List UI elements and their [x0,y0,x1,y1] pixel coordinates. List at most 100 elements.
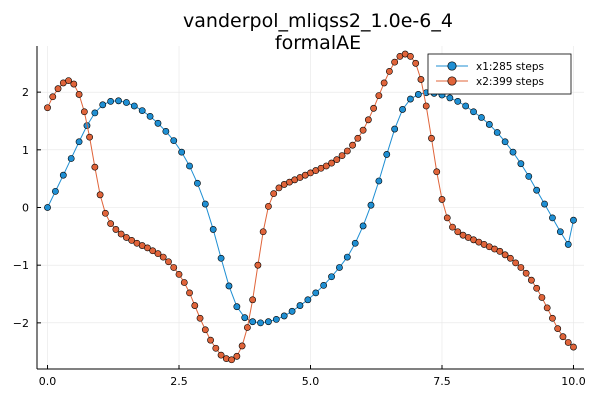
data-point [541,200,548,208]
data-point [556,228,564,236]
data-point [217,254,225,262]
data-point [322,162,330,170]
legend-marker-1 [447,61,457,71]
legend-box [427,53,572,95]
data-point [383,151,391,158]
x-tick-label: 0.0 [39,375,57,388]
data-point [112,226,120,233]
data-point [333,156,341,164]
data-point [170,137,178,144]
data-point [238,342,246,350]
legend: x1:285 steps x2:399 steps [427,53,572,95]
data-point [312,289,320,297]
data-point [201,326,209,334]
data-point [320,281,328,289]
data-point [44,104,51,112]
data-point [517,160,525,168]
data-point [175,271,183,278]
data-point [391,58,399,66]
data-point [454,97,462,105]
data-point [228,356,236,364]
data-point [509,148,517,156]
data-point [272,315,280,323]
legend-marker-2 [447,76,457,86]
series-1 [44,89,577,327]
data-point [233,352,241,360]
data-point [554,325,562,333]
data-point [336,264,343,271]
data-point [123,234,130,241]
data-point [91,109,99,117]
data-point [364,116,372,124]
data-point [570,216,577,224]
data-point [564,339,572,346]
data-point [501,251,509,259]
data-point [538,294,546,301]
data-point [201,200,209,208]
x-tick-label: 7.5 [433,375,451,388]
grid [37,46,584,369]
data-point [162,127,170,135]
data-point [422,102,430,110]
data-point [170,264,178,271]
data-point [493,129,501,136]
data-point [462,102,470,110]
data-point [359,222,367,230]
data-point [443,214,451,222]
data-point [275,184,283,192]
data-point [375,92,383,100]
data-point [194,179,201,187]
data-point [351,239,359,247]
data-point [186,289,193,297]
y-tick-label: −1 [13,259,29,272]
data-point [296,302,304,309]
data-point [417,76,425,83]
data-point [196,314,204,322]
data-point [191,302,199,309]
data-point [130,102,138,110]
data-point [52,187,59,195]
data-point [49,93,57,101]
data-point [44,204,51,211]
data-point [67,155,75,162]
data-point [391,125,399,133]
data-point [517,264,525,271]
data-point [270,190,278,198]
data-point [243,324,251,331]
data-point [159,253,167,261]
data-point [478,114,485,121]
data-point [470,108,477,116]
data-point [265,202,272,210]
data-point [438,196,446,203]
data-point [522,269,530,277]
axes: 0.0 2.5 5.0 7.5 10.0 −2 −1 0 1 2 [13,46,586,388]
data-point [144,244,151,252]
data-point [370,104,378,112]
series-2 [44,50,577,364]
data-point [375,177,383,185]
x-tick-label: 10.0 [561,375,586,388]
data-point [528,276,535,284]
data-point [91,163,99,171]
data-point [367,201,375,209]
data-point [180,279,188,286]
data-point [107,220,115,228]
legend-label-2: x2:399 steps [476,76,544,88]
series-layer [44,50,577,364]
data-point [412,59,420,67]
data-point [209,226,217,233]
data-point [254,261,262,269]
data-point [512,259,520,267]
data-point [65,77,72,85]
data-point [225,282,233,290]
data-point [117,230,125,238]
data-point [59,171,67,179]
data-point [107,97,115,105]
data-point [233,303,241,311]
data-point [249,296,257,304]
data-point [304,296,312,304]
data-point [241,314,249,322]
data-point [496,247,504,255]
data-point [570,343,577,351]
